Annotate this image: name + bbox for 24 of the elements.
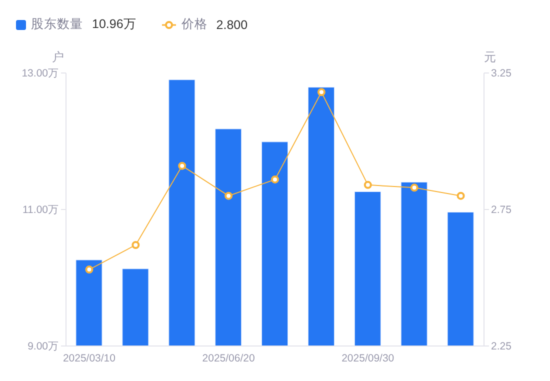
text: 2.800: [216, 18, 248, 32]
text: 10.96万: [92, 16, 136, 33]
y-axis-title: 户: [52, 49, 64, 66]
point: [271, 175, 279, 184]
point: [178, 162, 186, 170]
legend-label: 股东数量: [31, 16, 83, 33]
y-tick-label: 9.00万: [28, 340, 59, 353]
point: [410, 184, 418, 192]
point: [224, 192, 233, 200]
point: [132, 240, 140, 249]
point: [456, 192, 465, 200]
y2-tick-label: 2.75: [491, 204, 512, 216]
y-tick-label: 13.00万: [22, 68, 59, 80]
x-tick-label: 2025/03/10: [62, 352, 116, 364]
y-tick-label: 11.00万: [22, 204, 59, 216]
y2-tick-label: 3.25: [491, 68, 512, 80]
point: [85, 266, 94, 274]
y2-axis-title: 元: [484, 49, 496, 66]
legend-label: 价格: [181, 16, 208, 33]
y2-tick-label: 2.25: [491, 340, 512, 353]
x-tick-label: 2025/09/30: [342, 352, 394, 364]
point: [364, 180, 372, 189]
point: [317, 88, 326, 96]
x-tick-label: 2025/06/20: [202, 352, 255, 364]
